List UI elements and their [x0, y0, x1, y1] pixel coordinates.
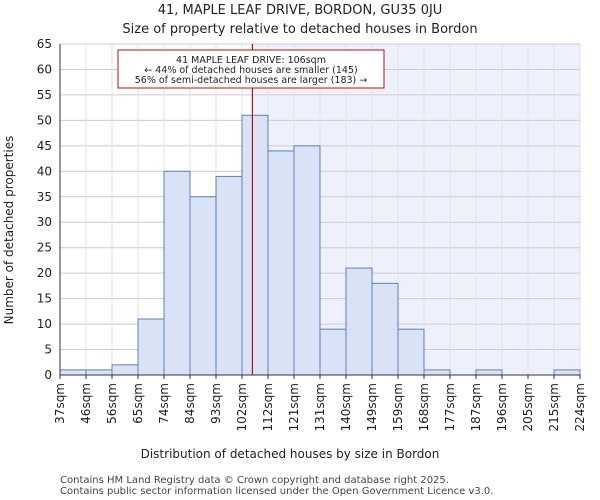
- y-tick-label-1: 5: [44, 343, 52, 357]
- x-tick-label-37sqm: 37sqm: [53, 383, 67, 424]
- bar-121sqm: [293, 145, 321, 376]
- y-tick-label-10: 50: [37, 113, 52, 127]
- footer-line-1: Contains HM Land Registry data © Crown c…: [60, 475, 449, 486]
- footer-line-2: Contains public sector information licen…: [60, 486, 493, 497]
- y-tick-label-11: 55: [37, 88, 52, 102]
- y-tick-label-0: 0: [44, 368, 52, 382]
- bar-65sqm: [137, 318, 165, 376]
- bar-159sqm: [397, 328, 425, 376]
- x-tick-label-140sqm: 140sqm: [339, 383, 353, 431]
- bar-56sqm: [111, 364, 139, 376]
- bar-102sqm: [241, 114, 269, 376]
- x-tick-label-121sqm: 121sqm: [287, 383, 301, 431]
- y-tick-label-5: 25: [37, 241, 52, 255]
- bar-84sqm: [189, 196, 217, 376]
- x-tick-label-112sqm: 112sqm: [261, 383, 275, 431]
- y-tick-label-2: 10: [37, 317, 52, 331]
- x-tick-label-65sqm: 65sqm: [131, 383, 145, 424]
- x-tick-label-149sqm: 149sqm: [365, 383, 379, 431]
- x-tick-label-187sqm: 187sqm: [469, 383, 483, 431]
- bar-187sqm: [475, 369, 503, 376]
- y-tick-label-13: 65: [37, 37, 52, 51]
- x-tick-label-177sqm: 177sqm: [443, 383, 457, 431]
- y-tick-label-3: 15: [37, 292, 52, 306]
- x-tick-label-46sqm: 46sqm: [79, 383, 93, 424]
- x-tick-label-93sqm: 93sqm: [209, 383, 223, 424]
- annotation-line-3: 56% of semi-detached houses are larger (…: [135, 75, 368, 86]
- annotation-line-2: ← 44% of detached houses are smaller (14…: [144, 65, 357, 76]
- x-tick-label-196sqm: 196sqm: [495, 383, 509, 431]
- y-tick-label-4: 20: [37, 266, 52, 280]
- bar-215sqm: [553, 369, 581, 376]
- x-tick-label-168sqm: 168sqm: [417, 383, 431, 431]
- bar-140sqm: [345, 267, 373, 376]
- bar-46sqm: [85, 369, 113, 376]
- bar-93sqm: [215, 175, 243, 376]
- annotation-line-1: 41 MAPLE LEAF DRIVE: 106sqm: [176, 55, 326, 66]
- x-tick-label-56sqm: 56sqm: [105, 383, 119, 424]
- x-tick-label-84sqm: 84sqm: [183, 383, 197, 424]
- y-tick-label-9: 45: [37, 139, 52, 153]
- y-axis-label: Number of detached properties: [2, 136, 16, 325]
- bar-37sqm: [59, 369, 87, 376]
- bar-168sqm: [423, 369, 451, 376]
- x-tick-label-159sqm: 159sqm: [391, 383, 405, 431]
- y-tick-label-6: 30: [37, 215, 52, 229]
- plot-area: 0 5 10 15 20 25 30 35 40 45 50 55 60 65 37sqm 46sqm 56sq…: [37, 37, 587, 431]
- x-tick-label-205sqm: 205sqm: [521, 383, 535, 431]
- annotation-box: [117, 49, 385, 89]
- x-axis-label: Distribution of detached houses by size …: [141, 447, 440, 461]
- x-tick-label-102sqm: 102sqm: [235, 383, 249, 431]
- bar-131sqm: [319, 328, 347, 376]
- bar-112sqm: [267, 150, 295, 376]
- x-tick-label-224sqm: 224sqm: [573, 383, 587, 431]
- bar-149sqm: [371, 282, 399, 376]
- chart-subtitle: Size of property relative to detached ho…: [122, 22, 477, 37]
- y-tick-label-7: 35: [37, 190, 52, 204]
- x-tick-label-131sqm: 131sqm: [313, 383, 327, 431]
- x-tick-label-215sqm: 215sqm: [547, 383, 561, 431]
- x-tick-label-74sqm: 74sqm: [157, 383, 171, 424]
- y-tick-label-12: 60: [37, 62, 52, 76]
- bar-74sqm: [163, 170, 191, 376]
- chart-title: 41, MAPLE LEAF DRIVE, BORDON, GU35 0JU: [158, 3, 443, 18]
- y-tick-label-8: 40: [37, 164, 52, 178]
